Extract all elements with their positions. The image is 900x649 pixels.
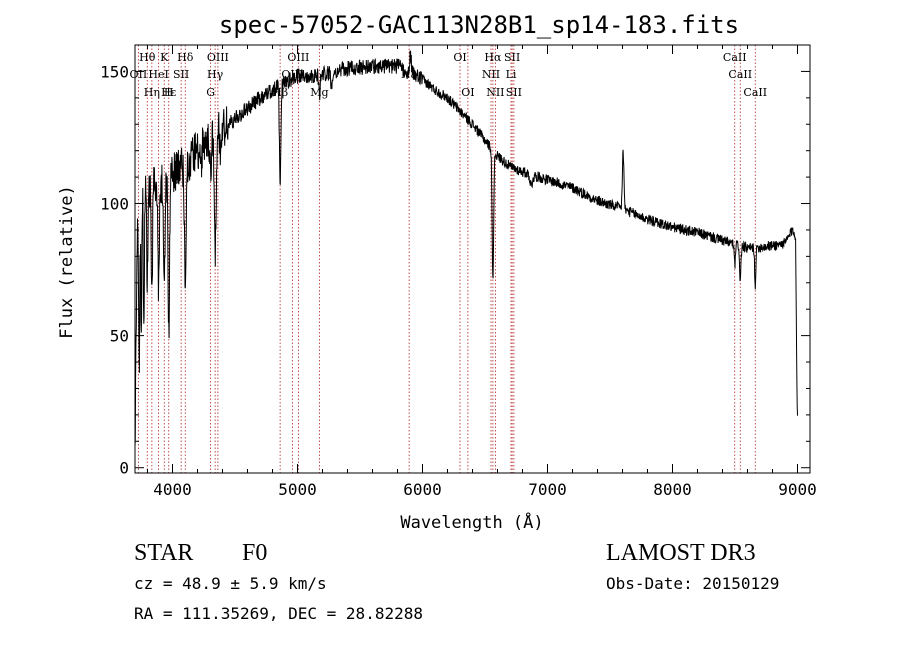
- redshift-text: cz = 48.9 ± 5.9 km/s: [134, 574, 327, 593]
- x-tick-label: 4000: [153, 480, 192, 499]
- x-axis-label: Wavelength (Å): [400, 511, 543, 533]
- chart-title: spec-57052-GAC113N28B1_sp14-183.fits: [219, 11, 739, 39]
- line-label: Hγ: [207, 68, 224, 81]
- spectral-subclass: F0: [242, 540, 268, 566]
- obs-date: Obs-Date: 20150129: [606, 574, 780, 593]
- line-label: OII: [130, 68, 148, 81]
- line-label: Hα: [484, 51, 502, 64]
- y-axis-label: Flux (relative): [57, 185, 77, 339]
- y-axis: 0 50 100 150: [100, 62, 810, 478]
- x-tick-label: 7000: [528, 480, 567, 499]
- x-tick-label: 5000: [278, 480, 317, 499]
- line-label: OIII: [207, 51, 229, 64]
- line-label: NII: [486, 86, 504, 99]
- spectrum-line: [134, 50, 798, 448]
- x-tick-label: 6000: [403, 480, 442, 499]
- line-label: Hδ: [177, 51, 194, 64]
- line-label: CaII: [743, 86, 767, 99]
- line-label: CaII: [723, 51, 747, 64]
- line-label: OI: [453, 51, 466, 64]
- line-label: Hε: [161, 86, 177, 99]
- y-tick-label: 50: [110, 327, 129, 346]
- y-tick-label: 0: [119, 459, 129, 478]
- plot-frame: [134, 44, 811, 474]
- line-label: H: [164, 86, 174, 99]
- y-tick-label: 150: [100, 62, 129, 81]
- line-label: CaII: [728, 68, 752, 81]
- line-label: K: [160, 51, 169, 64]
- x-axis: 4000 5000 6000 7000 8000 9000: [147, 45, 817, 499]
- line-label: SII: [173, 68, 189, 81]
- x-tick-label: 9000: [778, 480, 817, 499]
- line-markers: [137, 45, 756, 473]
- line-label: SII: [506, 86, 522, 99]
- line-label: Li: [506, 68, 517, 81]
- line-label: HeI: [148, 68, 168, 81]
- line-label: G: [206, 86, 215, 99]
- line-label: Hθ: [139, 51, 156, 64]
- line-label: Hη: [144, 86, 160, 99]
- survey-name: LAMOST DR3: [606, 540, 756, 566]
- object-class: STAR: [134, 540, 194, 566]
- x-tick-label: 8000: [653, 480, 692, 499]
- coordinates-text: RA = 111.35269, DEC = 28.82288: [134, 604, 423, 623]
- line-label: OIII: [287, 51, 309, 64]
- line-label: SII: [504, 51, 520, 64]
- line-label: NII: [482, 68, 500, 81]
- y-tick-label: 100: [100, 195, 129, 214]
- line-label: OI: [461, 86, 474, 99]
